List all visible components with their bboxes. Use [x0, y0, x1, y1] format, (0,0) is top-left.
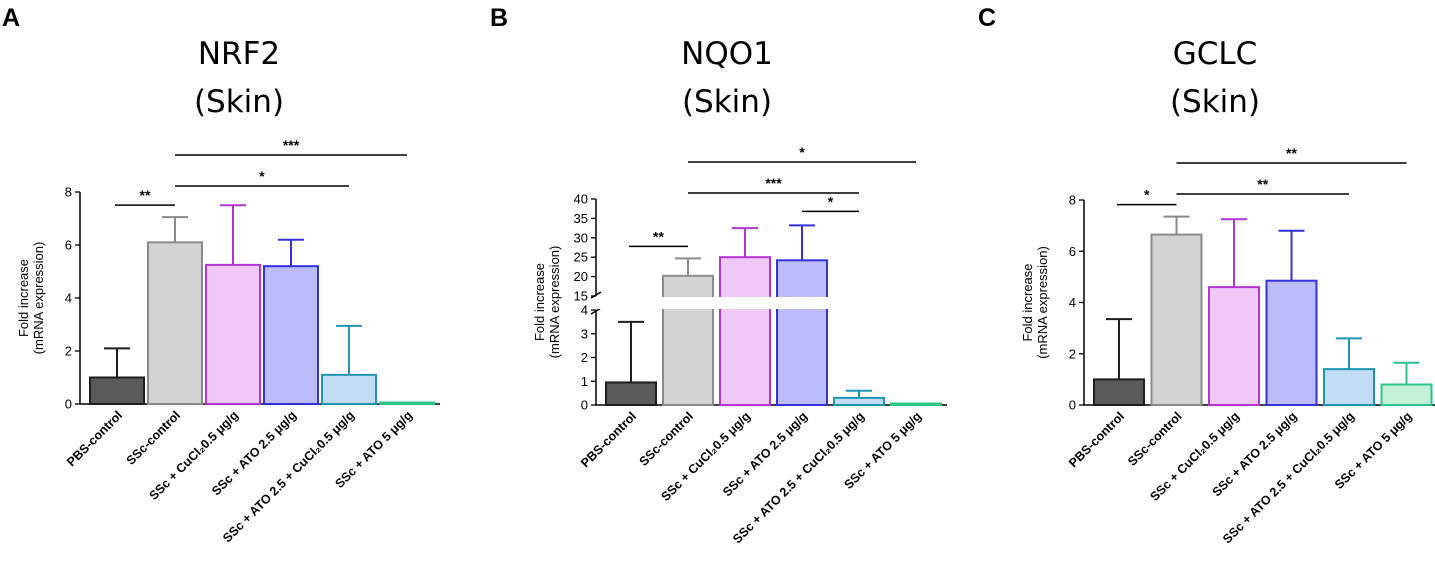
- significance-label: **: [140, 187, 151, 203]
- bar: [321, 373, 377, 406]
- bar: [147, 241, 203, 405]
- significance-label: *: [799, 144, 805, 160]
- y-axis-label-line1: Fold increase: [1020, 263, 1035, 341]
- x-category-label: SSc-control: [124, 408, 184, 468]
- significance-label: **: [653, 228, 664, 244]
- panel-nrf2: A NRF2 (Skin) 0 2 4 6 8 Fold increase (mRNA ex…: [0, 0, 478, 575]
- significance-label: *: [828, 193, 834, 209]
- chart-title-gene: NQO1: [681, 36, 773, 72]
- x-category-label: PBS-control: [64, 408, 125, 469]
- significance-label: ***: [283, 137, 300, 153]
- bar: [205, 263, 261, 405]
- y-tick-label: 8: [65, 185, 72, 200]
- panel-gclc: C GCLC (Skin) 0 2 4 6 8 Fold increase (mRNA ex…: [976, 0, 1435, 575]
- panel-letter: C: [978, 4, 997, 32]
- y-tick-label: 2: [65, 344, 72, 359]
- chart-title-tissue: (Skin): [193, 84, 285, 120]
- y-tick-label: 4: [1069, 295, 1076, 310]
- y-tick-label: 30: [574, 230, 588, 245]
- bar: [263, 265, 319, 406]
- y-axis-label: Fold increase (mRNA expression): [1020, 246, 1050, 359]
- y-axis-label-line2: (mRNA expression): [31, 242, 46, 355]
- bar: [1093, 378, 1145, 406]
- axis-break-gap: [597, 297, 942, 309]
- chart-title: GCLC (Skin): [976, 30, 1435, 126]
- bar: [1380, 383, 1433, 406]
- bar-chart-nqo1: 0 1 2 3 415 20 25 30 35 40 Fold increase (mRNA expr…: [532, 144, 947, 546]
- x-category-label: SSc-control: [1125, 409, 1185, 469]
- significance-label: *: [259, 168, 265, 184]
- bar: [662, 274, 714, 406]
- bar: [1150, 233, 1203, 406]
- bar: [1265, 279, 1318, 406]
- bar: [1323, 368, 1375, 406]
- y-axis-label-line2: (mRNA expression): [1035, 246, 1050, 359]
- y-tick-label: 4: [65, 291, 72, 306]
- y-tick-label: 3: [581, 326, 588, 341]
- y-axis-label-line1: Fold increase: [532, 263, 547, 341]
- chart-title-tissue: (Skin): [1169, 84, 1261, 120]
- significance-label: ***: [765, 175, 782, 191]
- y-tick-label: 35: [574, 211, 588, 226]
- y-axis-label-line1: Fold increase: [16, 259, 31, 337]
- y-tick-label: 1: [581, 374, 588, 389]
- chart-title-tissue: (Skin): [681, 84, 773, 120]
- y-tick-label: 15: [574, 289, 588, 304]
- significance-label: **: [1286, 145, 1297, 161]
- x-category-label: PBS-control: [1066, 409, 1127, 470]
- bar: [890, 402, 942, 406]
- y-tick-label: 0: [1069, 398, 1076, 413]
- y-tick-label: 0: [581, 398, 588, 413]
- bar: [776, 259, 828, 406]
- y-axis-label: Fold increase (mRNA expression): [16, 242, 46, 355]
- y-tick-label: 0: [65, 397, 72, 412]
- bar: [89, 376, 145, 405]
- chart-title-gene: NRF2: [197, 36, 281, 72]
- x-category-label: SSc-control: [637, 409, 697, 469]
- y-tick-label: 4: [581, 303, 588, 318]
- chart-title-gene: GCLC: [1172, 36, 1258, 72]
- y-tick-label: 40: [574, 192, 588, 207]
- significance-label: *: [1144, 187, 1150, 203]
- y-tick-label: 8: [1069, 193, 1076, 208]
- bar: [1208, 286, 1260, 406]
- panel-letter: A: [2, 4, 21, 32]
- y-axis-label-line2: (mRNA expression): [547, 246, 562, 359]
- y-axis-label: Fold increase (mRNA expression): [532, 246, 562, 359]
- bar: [605, 381, 657, 406]
- axis-break-mark: [590, 291, 602, 299]
- y-tick-label: 6: [1069, 244, 1076, 259]
- panel-nqo1: B NQO1 (Skin) 0 1 2 3 4 15 20 25 30 35 40 Fold incr…: [488, 0, 966, 575]
- y-tick-label: 6: [65, 238, 72, 253]
- y-tick-label: 20: [574, 269, 588, 284]
- chart-title: NQO1 (Skin): [488, 30, 966, 126]
- y-tick-label: 2: [581, 350, 588, 365]
- bar: [833, 396, 885, 406]
- x-category-label: PBS-control: [578, 409, 639, 470]
- bar: [719, 256, 771, 407]
- chart-title: NRF2 (Skin): [0, 30, 478, 126]
- significance-label: **: [1257, 176, 1268, 192]
- y-tick-label: 2: [1069, 346, 1076, 361]
- bar: [379, 401, 435, 405]
- panel-letter: B: [490, 4, 509, 32]
- y-tick-label: 25: [574, 250, 588, 265]
